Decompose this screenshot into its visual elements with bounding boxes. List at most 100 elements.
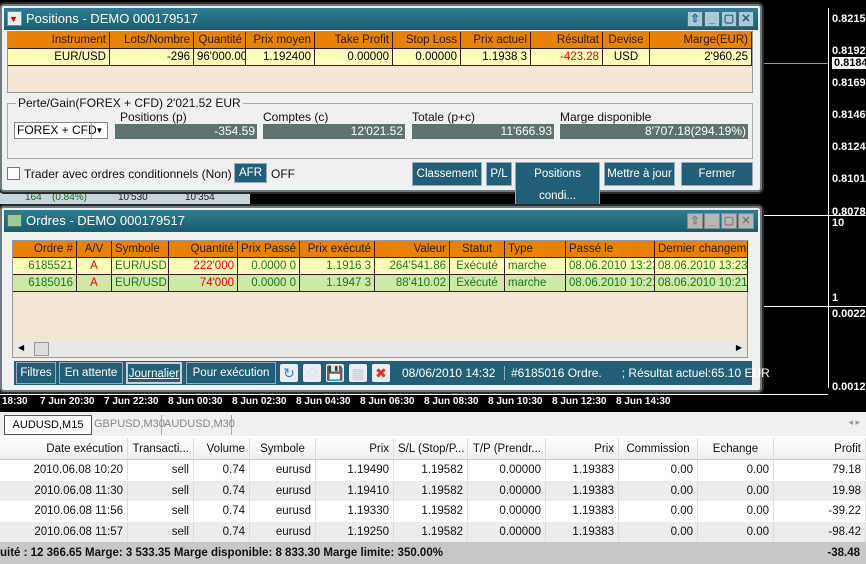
order-cell[interactable]: 1.1916 3: [300, 258, 375, 275]
order-cell[interactable]: marche: [505, 275, 566, 292]
terminal-col-header[interactable]: Volume: [194, 438, 250, 460]
trade-cell[interactable]: 0.00: [619, 501, 698, 521]
positions-col-header[interactable]: Quantité: [194, 32, 246, 49]
orders-tab-pour-exécution[interactable]: Pour exécution: [186, 362, 276, 384]
trade-cell[interactable]: sell: [128, 501, 194, 521]
positions-cell[interactable]: EUR/USD: [8, 49, 110, 66]
trade-cell[interactable]: eurusd: [250, 460, 316, 480]
orders-col-header[interactable]: Ordre #: [13, 241, 77, 258]
trade-cell[interactable]: 1.19582: [394, 521, 468, 542]
trade-cell[interactable]: 1.19582: [394, 460, 468, 480]
print-icon[interactable]: ⎙: [303, 364, 321, 382]
trade-cell[interactable]: 1.19383: [546, 501, 619, 521]
trade-cell[interactable]: 0.00000: [468, 501, 546, 521]
trade-cell[interactable]: 19.98: [774, 480, 866, 501]
refresh-icon[interactable]: ↻: [280, 364, 298, 382]
save-icon[interactable]: 💾: [326, 364, 344, 382]
positions-cell[interactable]: 0.00000: [315, 49, 393, 66]
trade-cell[interactable]: 0.74: [194, 501, 250, 521]
positions-cell[interactable]: -296: [110, 49, 194, 66]
order-cell[interactable]: 264'541.86: [375, 258, 450, 275]
scroll-left-icon[interactable]: ◀: [18, 343, 25, 352]
orders-tab-journalier[interactable]: Journalier: [126, 362, 182, 384]
positions-title-bar[interactable]: ▼ Positions - DEMO 000179517 ⇧ _ ▢ ✕: [4, 8, 758, 30]
minimize-button[interactable]: _: [704, 213, 720, 229]
orders-col-header[interactable]: Valeur: [375, 241, 450, 258]
market-select[interactable]: FOREX + CFD ▼: [14, 122, 108, 139]
trade-cell[interactable]: 0.00: [619, 521, 698, 542]
positions-col-header[interactable]: Devise: [603, 32, 650, 49]
trade-cell[interactable]: 0.00: [698, 501, 774, 521]
terminal-col-header[interactable]: Echange: [698, 438, 774, 460]
trade-cell[interactable]: 79.18: [774, 460, 866, 480]
trade-cell[interactable]: 1.19383: [546, 521, 619, 542]
orders-horizontal-scrollbar[interactable]: ◀ ▶: [14, 341, 746, 357]
trade-cell[interactable]: 1.19383: [546, 480, 619, 501]
order-cell[interactable]: 0.0000 0: [238, 275, 300, 292]
order-cell[interactable]: 6185016: [13, 275, 77, 292]
order-cell[interactable]: 6185521: [13, 258, 77, 275]
terminal-col-header[interactable]: Prix: [316, 438, 394, 460]
trade-cell[interactable]: 1.19582: [394, 480, 468, 501]
order-cell[interactable]: marche: [505, 258, 566, 275]
trade-cell[interactable]: eurusd: [250, 501, 316, 521]
pin-button[interactable]: ⇧: [687, 11, 703, 27]
positions-col-header[interactable]: Résultat: [531, 32, 603, 49]
positions-cell[interactable]: 1.1938 3: [461, 49, 531, 66]
orders-tab-filtres[interactable]: Filtres: [16, 362, 56, 384]
order-cell[interactable]: EUR/USD: [112, 258, 169, 275]
close-button[interactable]: ✕: [738, 11, 754, 27]
maximize-button[interactable]: ▢: [721, 213, 737, 229]
mettre-a-jour-button[interactable]: Mettre à jour: [604, 162, 675, 186]
tabs-scroll-icon[interactable]: ◂ ▸: [848, 417, 860, 427]
afr-button[interactable]: AFR: [234, 163, 267, 183]
fermer-button[interactable]: Fermer: [681, 162, 753, 186]
terminal-col-header[interactable]: Transacti...: [128, 438, 194, 460]
trade-cell[interactable]: 2010.06.08 10:20: [0, 460, 128, 480]
orders-col-header[interactable]: Statut: [450, 241, 505, 258]
orders-col-header[interactable]: A/V: [77, 241, 112, 258]
pin-button[interactable]: ⇧: [687, 213, 703, 229]
trade-cell[interactable]: 0.00000: [468, 521, 546, 542]
terminal-col-header[interactable]: Symbole: [250, 438, 316, 460]
trade-cell[interactable]: 1.19582: [394, 501, 468, 521]
orders-title-bar[interactable]: Ordres - DEMO 000179517 ⇧ _ ▢ ✕: [4, 210, 758, 232]
order-cell[interactable]: Exécuté: [450, 275, 505, 292]
terminal-col-header[interactable]: Profit: [774, 438, 866, 460]
terminal-col-header[interactable]: Commission: [619, 438, 698, 460]
positions-col-header[interactable]: Prix actuel: [461, 32, 531, 49]
order-cell[interactable]: 88'410.02: [375, 275, 450, 292]
trade-cell[interactable]: sell: [128, 480, 194, 501]
trade-cell[interactable]: 0.00: [698, 460, 774, 480]
positions-cell[interactable]: 2'960.25: [650, 49, 752, 66]
order-cell[interactable]: Exécuté: [450, 258, 505, 275]
trade-cell[interactable]: 2010.06.08 11:57: [0, 521, 128, 542]
order-cell[interactable]: 08.06.2010 13:23: [566, 258, 655, 275]
positions-table[interactable]: Instrument Lots/Nombre Quantité Prix moyen T…: [7, 31, 753, 93]
orders-col-header[interactable]: Quantité: [169, 241, 238, 258]
positions-col-header[interactable]: Take Profit: [315, 32, 393, 49]
order-cell[interactable]: 222'000: [169, 258, 238, 275]
trade-cell[interactable]: 0.00: [698, 521, 774, 542]
trade-cell[interactable]: sell: [128, 521, 194, 542]
order-cell[interactable]: 08.06.2010 10:21: [655, 275, 748, 292]
order-cell[interactable]: A: [77, 275, 112, 292]
orders-col-header[interactable]: Passé le: [566, 241, 655, 258]
trade-cell[interactable]: 1.19330: [316, 501, 394, 521]
terminal-col-header[interactable]: S/L (Stop/P...: [394, 438, 468, 460]
trade-cell[interactable]: eurusd: [250, 521, 316, 542]
positions-col-header[interactable]: Lots/Nombre: [110, 32, 194, 49]
terminal-col-header[interactable]: Prix: [546, 438, 619, 460]
orders-col-header[interactable]: Symbole: [112, 241, 169, 258]
positions-col-header[interactable]: Stop Loss: [393, 32, 461, 49]
scrollbar-thumb[interactable]: [34, 342, 49, 356]
order-cell[interactable]: 08.06.2010 13:23: [655, 258, 748, 275]
trade-cell[interactable]: 0.00: [619, 460, 698, 480]
terminal-col-header[interactable]: T/P (Prendr...: [468, 438, 546, 460]
terminal-tab[interactable]: GBPUSD,M30: [94, 415, 165, 435]
order-cell[interactable]: 74'000: [169, 275, 238, 292]
orders-table[interactable]: Ordre # A/V Symbole Quantité Prix Passé Prix …: [12, 240, 748, 358]
positions-conditionnelles-button[interactable]: Positions condi...: [515, 162, 600, 208]
trade-cell[interactable]: -98.42: [774, 521, 866, 542]
trade-cell[interactable]: 0.00000: [468, 480, 546, 501]
